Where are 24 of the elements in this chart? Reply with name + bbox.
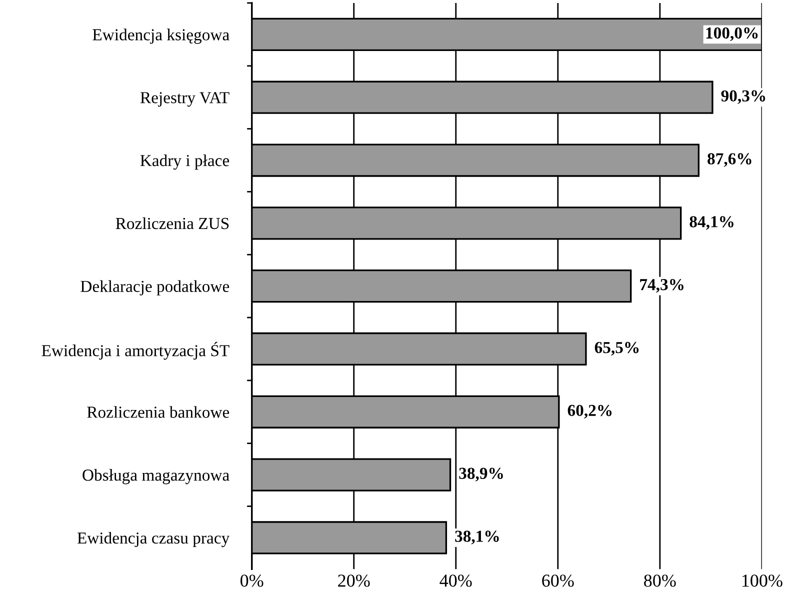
y-tick-label: Kadry i płace xyxy=(140,154,230,170)
x-tick-label: 0% xyxy=(240,574,264,587)
y-tick-label: Rozliczenia ZUS xyxy=(116,217,229,230)
data-label: 84,1% xyxy=(690,216,734,230)
data-label: 87,6% xyxy=(708,153,752,167)
data-label: 74,3% xyxy=(640,279,684,293)
data-label: 38,9% xyxy=(459,468,503,482)
x-tick-label: 60% xyxy=(542,574,574,587)
data-label: 38,1% xyxy=(455,530,499,544)
y-tick-label: Obsługa magazynowa xyxy=(82,469,230,484)
data-label: 90,3% xyxy=(721,90,766,104)
data-label: 100,0% xyxy=(706,27,758,42)
x-tick-label: 20% xyxy=(338,574,370,587)
data-label: 60,2% xyxy=(568,404,612,418)
data-label: 65,5% xyxy=(594,342,639,356)
y-tick-label: Deklaracje podatkowe xyxy=(80,280,230,296)
y-tick-label: Ewidencja i amortyzacja ŚT xyxy=(42,342,230,360)
y-tick-label: Rozliczenia bankowe xyxy=(87,406,230,418)
x-tick-label: 40% xyxy=(440,574,472,587)
x-tick-label: 100% xyxy=(742,574,782,587)
x-tick-label: 80% xyxy=(644,574,676,587)
y-tick-label: Ewidencja czasu pracy xyxy=(77,532,230,548)
y-tick-label: Rejestry VAT xyxy=(140,92,230,107)
y-tick-label: Ewidencja księgowa xyxy=(92,28,230,44)
